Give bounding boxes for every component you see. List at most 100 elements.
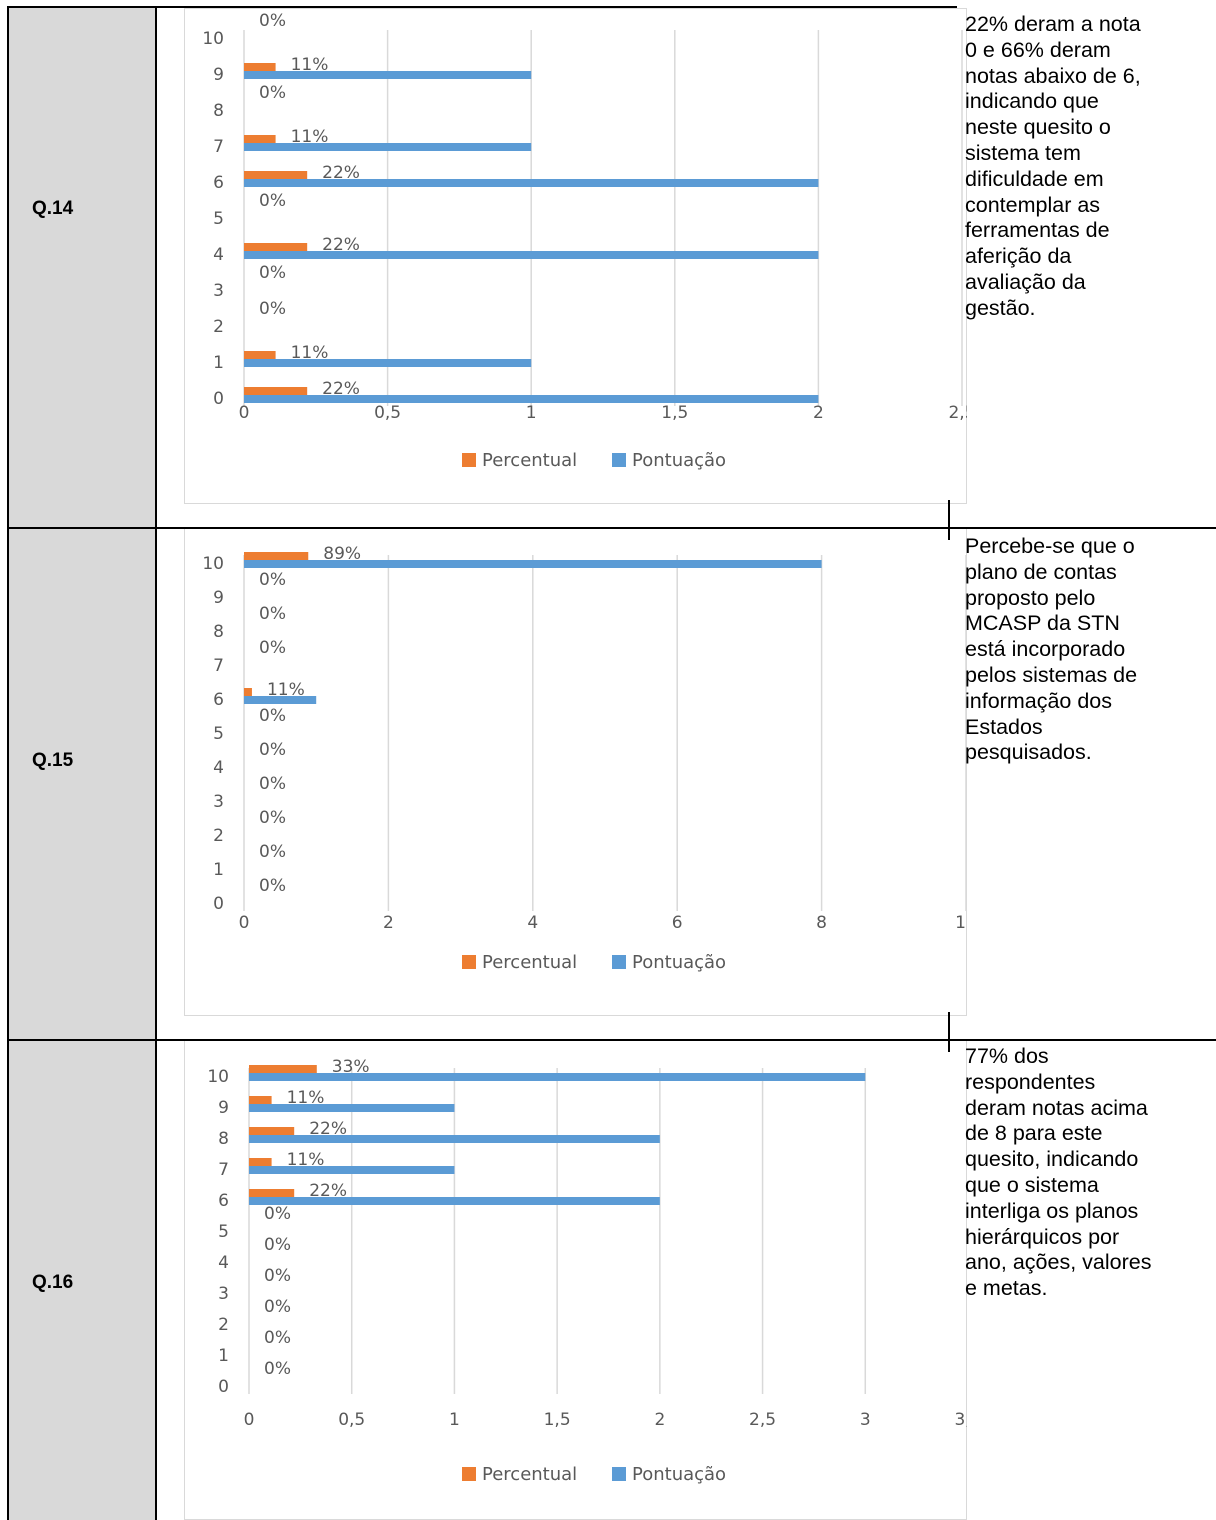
legend-swatch-percentual <box>462 453 476 467</box>
x-tick-label: 3,5 <box>954 1410 967 1430</box>
data-label: 11% <box>267 680 305 700</box>
x-tick-label: 0 <box>239 403 250 423</box>
y-tick-label: 1 <box>213 353 224 373</box>
data-label: 0% <box>259 842 286 862</box>
data-label: 0% <box>259 706 286 726</box>
data-label: 22% <box>322 163 360 183</box>
data-label: 33% <box>332 1057 370 1077</box>
y-tick-label: 7 <box>213 656 224 676</box>
question-label-cell: Q.15 <box>8 528 156 1040</box>
y-tick-label: 6 <box>218 1191 229 1211</box>
table-border-chart-right <box>948 500 950 540</box>
y-tick-label: 4 <box>213 758 224 778</box>
data-label: 0% <box>259 808 286 828</box>
table-border-chart-right <box>948 1012 950 1052</box>
bar-percentual <box>244 552 309 560</box>
y-tick-label: 7 <box>213 137 224 157</box>
chart-q14: 0 0,5 1 1,5 2 2,5 0 22% 1 11% 2 0% 3 0% 4 22% 5 0% 6 22% 7 11… <box>184 8 967 504</box>
bar-percentual <box>244 135 276 143</box>
legend-label: Percentual <box>482 952 577 973</box>
data-label: 0% <box>259 604 286 624</box>
y-tick-label: 10 <box>207 1067 229 1087</box>
table-border-top <box>7 6 957 8</box>
y-tick-label: 2 <box>213 317 224 337</box>
bar-pontuacao <box>249 1166 455 1174</box>
data-label: 0% <box>264 1297 291 1317</box>
legend-swatch-percentual <box>462 1467 476 1481</box>
data-label: 0% <box>259 83 286 103</box>
x-tick-label: 8 <box>816 913 827 933</box>
legend-label: Pontuação <box>632 1464 726 1485</box>
data-label: 22% <box>322 379 360 399</box>
data-label: 22% <box>322 235 360 255</box>
data-label: 11% <box>287 1150 325 1170</box>
x-tick-label: 1 <box>449 1410 460 1430</box>
question-row-q14: Q.14 0 0,5 1 1,5 2 2,5 0 22% 1 11% 2 0% 3 0% 4 22% 5 0% 6 2… <box>8 8 1216 528</box>
table-border-mid <box>155 6 157 1520</box>
y-tick-label: 0 <box>213 389 224 409</box>
y-tick-label: 2 <box>218 1315 229 1335</box>
table-border-left <box>7 6 9 1520</box>
bar-pontuacao <box>249 1135 660 1143</box>
x-tick-label: 0 <box>244 1410 255 1430</box>
data-label: 0% <box>259 299 286 319</box>
legend-label: Percentual <box>482 450 577 471</box>
x-tick-label: 1 <box>526 403 537 423</box>
table-row-divider <box>7 1039 1216 1041</box>
x-tick-label: 0,5 <box>338 1410 365 1430</box>
y-tick-label: 4 <box>213 245 224 265</box>
y-tick-label: 2 <box>213 826 224 846</box>
data-label: 0% <box>264 1266 291 1286</box>
bar-pontuacao <box>249 1197 660 1205</box>
x-tick-label: 2 <box>813 403 824 423</box>
bar-pontuacao <box>244 251 819 259</box>
legend-label: Percentual <box>482 1464 577 1485</box>
data-label: 0% <box>264 1359 291 1379</box>
x-tick-label: 1,5 <box>661 403 688 423</box>
bar-percentual <box>249 1127 295 1135</box>
y-tick-label: 8 <box>213 101 224 121</box>
data-label: 11% <box>287 1088 325 1108</box>
bar-percentual <box>249 1065 317 1073</box>
legend-swatch-pontuacao <box>612 1467 626 1481</box>
x-tick-label: 0,5 <box>374 403 401 423</box>
bar-pontuacao <box>244 71 532 79</box>
data-label: 0% <box>259 191 286 211</box>
data-label: 0% <box>259 263 286 283</box>
y-tick-label: 9 <box>213 588 224 608</box>
y-tick-label: 9 <box>213 65 224 85</box>
legend-swatch-pontuacao <box>612 955 626 969</box>
y-tick-label: 3 <box>218 1284 229 1304</box>
y-tick-label: 3 <box>213 281 224 301</box>
legend: Percentual Pontuação <box>462 450 726 471</box>
y-tick-label: 3 <box>213 792 224 812</box>
question-description: 22% deram a nota 0 e 66% deram notas aba… <box>965 12 1141 320</box>
data-label: 0% <box>259 11 286 31</box>
question-label-cell: Q.16 <box>8 1040 156 1520</box>
y-tick-label: 10 <box>202 554 224 574</box>
data-label: 22% <box>309 1181 347 1201</box>
chart-q16: 0 0,5 1 1,5 2 2,5 3 3,5 0 0% 1 0% 2 0% 3 0% 4 0% 5 0% 6 22% 7 1… <box>184 1040 967 1520</box>
question-row-q15: Q.15 0 2 4 6 8 10 0 0% 1 0% 2 0% 3 0% 4 0% 5 0% 6 11% 7 0% 8 0%… <box>8 528 1216 1040</box>
table-row-divider <box>7 527 1216 529</box>
bar-pontuacao <box>244 395 819 403</box>
bar-pontuacao <box>249 1104 455 1112</box>
x-tick-label: 0 <box>239 913 250 933</box>
x-tick-label: 10 <box>955 913 967 933</box>
y-tick-label: 4 <box>218 1253 229 1273</box>
question-label: Q.16 <box>32 1272 74 1293</box>
bar-pontuacao <box>244 560 822 568</box>
data-label: 22% <box>309 1119 347 1139</box>
question-label: Q.15 <box>32 750 74 771</box>
bar-pontuacao <box>244 696 317 704</box>
bar-pontuacao <box>244 359 532 367</box>
x-tick-label: 2,5 <box>948 403 967 423</box>
x-tick-label: 2 <box>383 913 394 933</box>
data-label: 11% <box>291 343 329 363</box>
legend: Percentual Pontuação <box>462 1464 726 1485</box>
chart-q15: 0 2 4 6 8 10 0 0% 1 0% 2 0% 3 0% 4 0% 5 0% 6 11% 7 0% 8 0% 9 0% 10… <box>184 528 967 1016</box>
bar-percentual <box>244 351 276 359</box>
y-tick-label: 5 <box>213 724 224 744</box>
data-label: 0% <box>259 570 286 590</box>
bar-percentual <box>244 243 308 251</box>
